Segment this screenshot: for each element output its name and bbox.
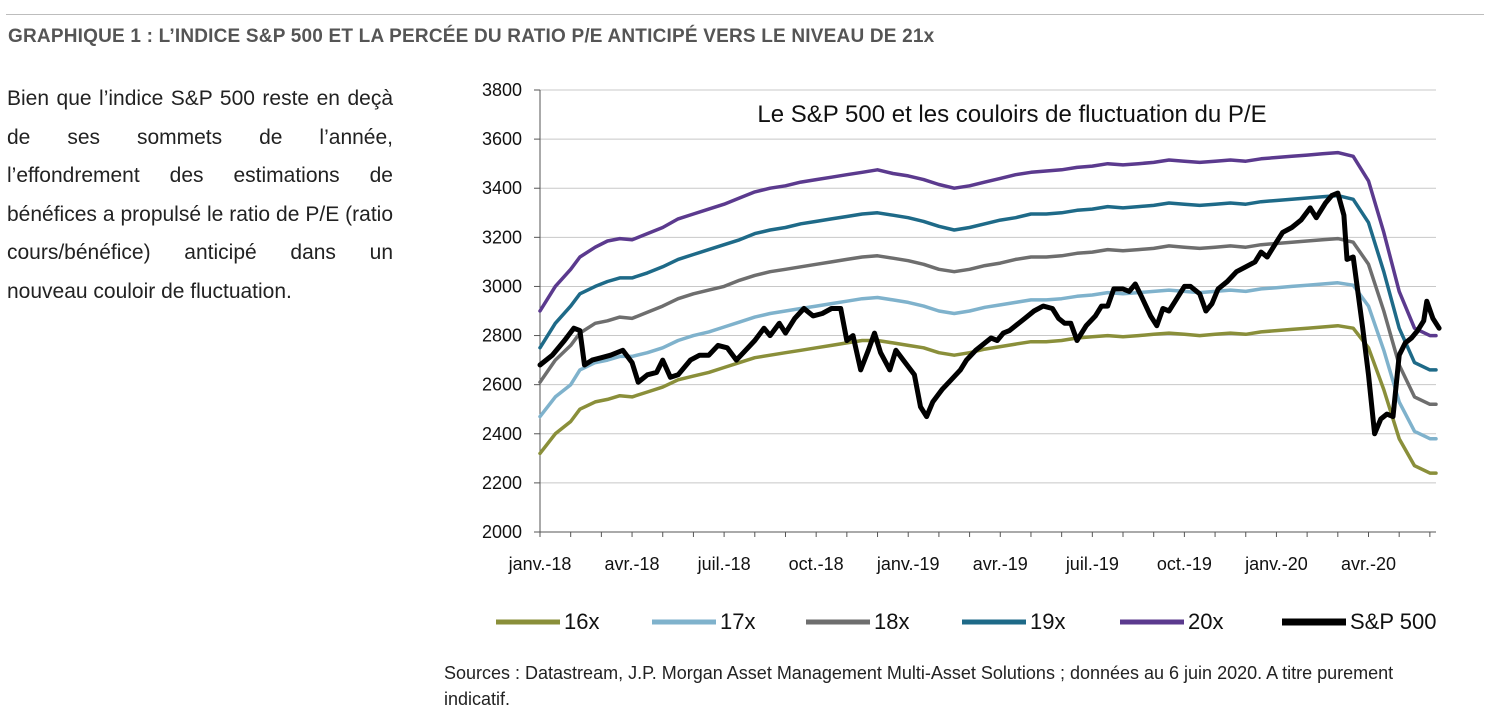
- y-tick-label: 2600: [482, 375, 522, 395]
- y-tick-label: 2800: [482, 326, 522, 346]
- series-line-20x: [538, 150, 1438, 338]
- sources-note: Sources : Datastream, J.P. Morgan Asset …: [444, 663, 1394, 709]
- series-line-19x: [538, 193, 1438, 372]
- legend-label: 16x: [564, 609, 599, 634]
- legend: 16x 17x 18x 19x 20x S&P 500: [496, 609, 1436, 634]
- legend-label: 20x: [1188, 609, 1223, 634]
- x-tick-label: juil.-19: [1065, 554, 1119, 574]
- legend-label: 17x: [720, 609, 755, 634]
- y-tick-label: 3000: [482, 276, 522, 296]
- description-text: Bien que l’indice S&P 500 reste en deçà …: [7, 87, 393, 303]
- chart-title: Le S&P 500 et les couloirs de fluctuatio…: [757, 101, 1266, 128]
- top-divider: [6, 14, 1484, 15]
- y-axis-ticks: 2000 2200 2400 2600 2800 3000 3200 3400 3600 3800: [482, 80, 540, 542]
- x-tick-label: avr.-19: [973, 554, 1028, 574]
- series-line-18x: [538, 236, 1438, 407]
- x-tick-label: oct.-18: [789, 554, 844, 574]
- x-tick-label: avr.-20: [1341, 554, 1396, 574]
- series-lines: [537, 150, 1442, 475]
- legend-label: 18x: [874, 609, 909, 634]
- x-tick-label: janv.-20: [1244, 554, 1308, 574]
- y-tick-label: 2400: [482, 424, 522, 444]
- x-tick-label: janv.-19: [876, 554, 940, 574]
- legend-label: 19x: [1030, 609, 1065, 634]
- x-tick-label: juil.-18: [697, 554, 751, 574]
- y-tick-label: 3200: [482, 227, 522, 247]
- legend-label: S&P 500: [1350, 609, 1436, 634]
- x-tick-label: avr.-18: [605, 554, 660, 574]
- series-line-16x: [538, 323, 1438, 475]
- y-tick-label: 3800: [482, 80, 522, 100]
- y-tick-label: 3600: [482, 129, 522, 149]
- x-tick-label: oct.-19: [1157, 554, 1212, 574]
- y-tick-label: 2200: [482, 473, 522, 493]
- series-line-s-p-500: [537, 190, 1442, 437]
- x-axis-ticks: janv.-18 avr.-18 juil.-18 oct.-18 janv.-19 av…: [508, 532, 1431, 574]
- y-tick-label: 3400: [482, 178, 522, 198]
- series-line-17x: [538, 281, 1438, 441]
- x-tick-label: janv.-18: [508, 554, 572, 574]
- y-tick-label: 2000: [482, 522, 522, 542]
- page-title: GRAPHIQUE 1 : L’INDICE S&P 500 ET LA PER…: [8, 26, 935, 47]
